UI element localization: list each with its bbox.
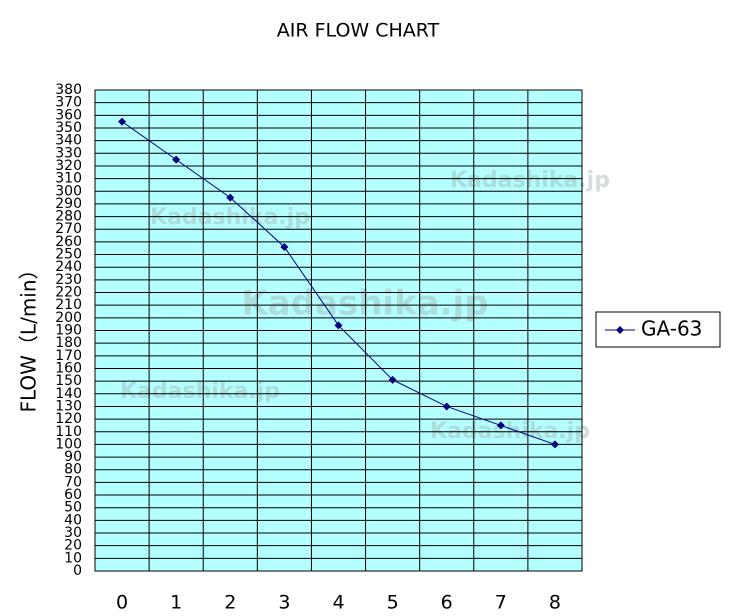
y-tick-label: 240 [55,259,82,275]
legend-marker [616,326,624,334]
y-tick-label: 270 [55,221,82,237]
y-tick-label: 330 [55,145,82,161]
data-point [226,193,235,202]
x-tick-label: 5 [387,592,399,614]
x-tick-label: 6 [441,592,453,614]
y-tick-label: 350 [55,120,82,136]
y-tick-label: 320 [55,158,82,174]
y-tick-label: 150 [55,373,82,389]
y-tick-label: 20 [64,538,82,554]
y-tick-label: 290 [55,196,82,212]
data-point [118,117,127,126]
x-tick-label: 3 [278,592,290,614]
y-tick-label: 300 [55,183,82,199]
y-tick-label: 340 [55,133,82,149]
data-point [172,155,181,164]
y-tick-label: 30 [64,525,82,541]
y-tick-label: 0 [73,563,82,579]
y-tick-label: 250 [55,247,82,263]
x-tick-label: 2 [224,592,236,614]
y-tick-label: 60 [64,487,82,503]
plot-border [94,89,583,572]
data-point [388,375,397,384]
y-tick-label: 100 [55,436,82,452]
y-tick-label: 80 [64,462,82,478]
data-point [550,440,559,449]
data-point [280,242,289,251]
x-tick-label: 1 [170,592,182,614]
y-tick-label: 190 [55,323,82,339]
y-tick-label: 260 [55,234,82,250]
y-tick-label: 220 [55,285,82,301]
y-tick-label: 70 [64,474,82,490]
watermark: Kadashika.jp [241,284,488,324]
y-tick-label: 230 [55,272,82,288]
y-tick-label: 310 [55,171,82,187]
x-tick-label: 0 [116,592,128,614]
y-tick-label: 200 [55,310,82,326]
y-tick-label: 90 [64,449,82,465]
y-tick-label: 10 [64,550,82,566]
y-tick-label: 170 [55,348,82,364]
y-tick-label: 160 [55,360,82,376]
data-point [334,321,343,330]
y-tick-label: 120 [55,411,82,427]
y-tick-label: 360 [55,107,82,123]
legend-label: GA-63 [641,317,702,341]
chart-title: AIR FLOW CHART [277,20,440,42]
y-tick-label: 130 [55,398,82,414]
y-tick-label: 370 [55,95,82,111]
data-point [496,421,505,430]
data-point [442,402,451,411]
watermark: Kadashika.jp [450,168,610,193]
y-axis-label: FLOW（L/min） [17,259,41,412]
watermark: Kadashika.jp [120,379,280,404]
y-tick-label: 110 [55,424,82,440]
y-tick-label: 50 [64,500,82,516]
y-tick-label: 180 [55,335,82,351]
watermark: Kadashika.jp [150,205,310,230]
y-tick-label: 140 [55,386,82,402]
y-tick-label: 40 [64,512,82,528]
x-tick-label: 7 [495,592,507,614]
x-tick-label: 8 [549,592,561,614]
y-tick-label: 280 [55,209,82,225]
y-tick-label: 380 [55,82,82,98]
x-tick-label: 4 [332,592,344,614]
y-tick-label: 210 [55,297,82,313]
